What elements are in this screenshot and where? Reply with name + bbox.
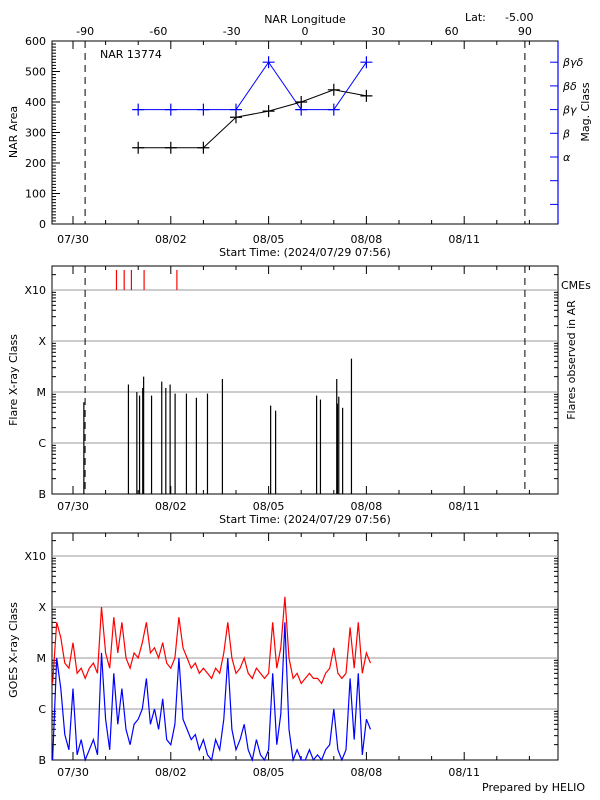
y-tick-label: 200 [25,157,46,170]
y-tick-label: 500 [25,66,46,79]
nar-area-point [230,111,242,124]
mag-class-line [138,61,367,111]
nar-area-line [138,89,367,149]
mag-class-tick-label: α [563,151,571,164]
goes-red-line [52,596,372,685]
nar-area-point [262,105,275,118]
x-tick-label: 08/02 [155,233,187,246]
top-x-tick-label: -60 [149,25,167,38]
x-tick-label: 08/05 [253,766,285,779]
y-tick-label: X10 [24,284,46,297]
plot-frame [51,265,559,495]
top-x-tick-label: -30 [223,25,241,38]
mag-class-point [262,56,275,69]
mag-class-point [360,56,373,69]
top-x-tick-label: 90 [518,25,532,38]
y-axis-title: NAR Area [7,106,20,158]
y-tick-label: X [38,335,46,348]
mag-class-tick-label: β [562,127,570,140]
x-tick-label: 08/08 [351,500,383,513]
x-tick-label: 08/11 [448,500,480,513]
mag-class-tick-label: βδ [562,80,577,93]
x-tick-label: 08/08 [351,233,383,246]
footer-credit: Prepared by HELIO [482,781,585,794]
top-axis-title: NAR Longitude [264,13,346,26]
nar-area-point [197,141,210,154]
y-tick-label: 600 [25,35,46,48]
y-axis-title: GOES X-ray Class [7,602,20,698]
region-title: NAR 13774 [100,48,162,61]
x-axis-title: Start Time: (2024/07/29 07:56) [219,513,391,526]
nar-area-point [360,89,373,102]
top-x-tick-label: 0 [302,25,309,38]
mag-class-tick-label: βγδ [562,56,584,69]
x-tick-label: 08/05 [253,233,285,246]
y-tick-label: 400 [25,96,46,109]
x-tick-label: 08/05 [253,500,285,513]
mag-class-point [164,103,177,116]
top-x-tick-label: -90 [76,25,94,38]
y-tick-label: C [38,437,46,450]
x-tick-label: 07/30 [57,233,89,246]
goes-blue-line [52,622,372,763]
mag-class-point [132,103,145,116]
latitude-value: -5.00 [505,11,533,24]
x-tick-label: 07/30 [57,500,89,513]
nar-area-point [327,83,340,96]
y-tick-label: M [37,386,47,399]
x-tick-label: 08/11 [448,766,480,779]
y2-axis-title: Flares observed in AR [565,300,578,420]
x-tick-label: 07/30 [57,766,89,779]
y-tick-label: 0 [39,218,46,231]
x-tick-label: 08/02 [155,500,187,513]
y-tick-label: B [38,754,46,767]
plot-frame [51,532,559,761]
x-axis-title: Start Time: (2024/07/29 07:56) [219,246,391,259]
y2-axis-title: Mag. Class [579,82,592,141]
nar-area-point [132,141,145,154]
mag-class-tick-label: βγ [562,104,577,117]
mag-class-point [197,103,210,116]
latitude-label: Lat: [465,11,486,24]
x-tick-label: 08/11 [448,233,480,246]
x-tick-label: 08/08 [351,766,383,779]
y-tick-label: X [38,601,46,614]
y-tick-label: C [38,703,46,716]
y-axis-title: Flare X-ray Class [7,334,20,426]
nar-area-point [295,96,308,108]
y-tick-label: X10 [24,550,46,563]
cme-label: CMEs [561,279,591,292]
top-x-tick-label: 60 [445,25,459,38]
nar-area-point [164,141,177,154]
y-tick-label: B [38,488,46,501]
y-tick-label: 300 [25,127,46,140]
y-tick-label: M [37,652,47,665]
x-tick-label: 08/02 [155,766,187,779]
top-x-tick-label: 30 [371,25,385,38]
mag-class-point [327,103,340,116]
y-tick-label: 100 [25,188,46,201]
plot-frame [51,40,559,225]
